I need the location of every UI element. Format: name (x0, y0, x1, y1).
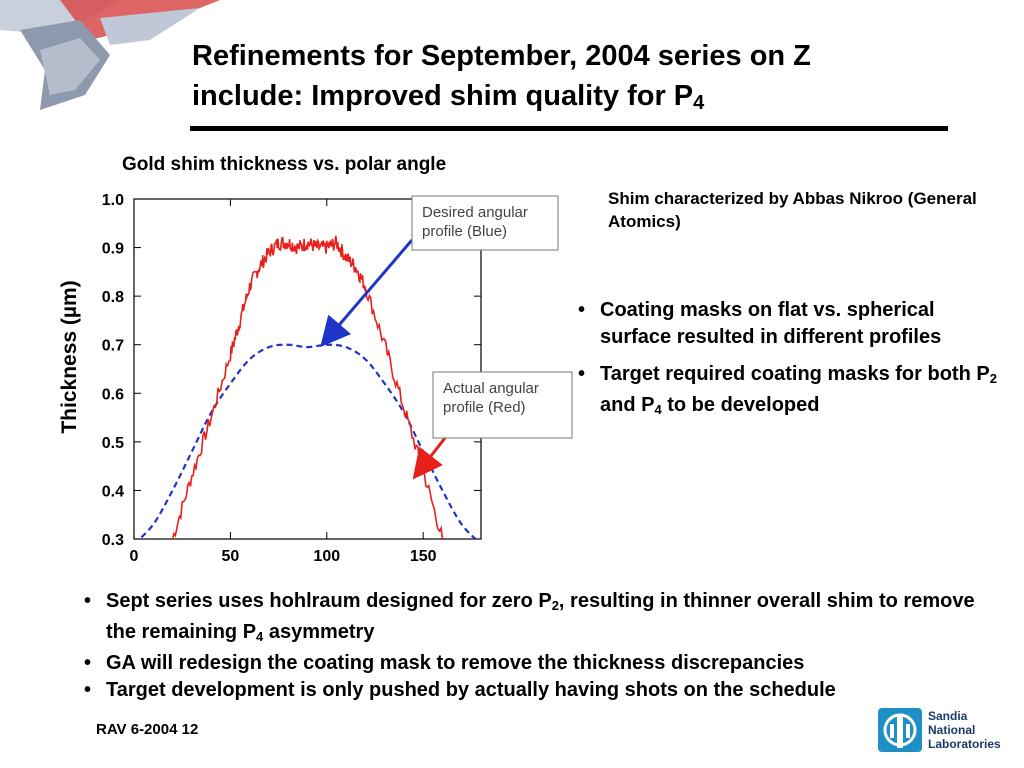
y-tick-label: 0.5 (102, 435, 124, 452)
bullet-ga-redesign: GA will redesign the coating mask to rem… (82, 650, 982, 677)
y-tick-label: 0.8 (102, 289, 124, 306)
desired-profile-callout-box (411, 195, 559, 251)
y-tick-label: 0.4 (102, 483, 124, 500)
actual-profile-line (171, 235, 444, 539)
bullet-coating-masks: Coating masks on flat vs. spherical surf… (576, 297, 1006, 351)
y-tick-label: 0.6 (102, 386, 124, 403)
chart-title: Gold shim thickness vs. polar angle (122, 154, 447, 175)
bullet-target-masks: Target required coating masks for both P… (576, 361, 1006, 423)
title-line-1: Refinements for September, 2004 series o… (192, 40, 811, 72)
title-rule (190, 126, 948, 131)
desired-profile-callout-label: Desired angular (422, 204, 528, 221)
bottom-bullet-list: Sept series uses hohlraum designed for z… (82, 588, 982, 704)
sandia-logo-icon (878, 708, 922, 752)
actual-profile-callout-label: profile (Red) (443, 399, 526, 416)
slide-title: Refinements for September, 2004 series o… (192, 36, 972, 123)
y-tick-label: 1.0 (102, 192, 124, 209)
desired-profile-callout-arrow (320, 239, 414, 348)
sandia-logo-text: Sandia National Laboratories (928, 709, 1001, 751)
plot-frame (133, 198, 482, 540)
y-tick-label: 0.9 (102, 241, 124, 258)
actual-profile-callout-label: Actual angular (443, 380, 539, 397)
x-tick-label: 0 (130, 548, 139, 565)
desired-profile-line (137, 343, 478, 539)
x-tick-label: 50 (221, 548, 239, 565)
y-tick-label: 0.3 (102, 532, 124, 549)
actual-profile-callout-arrow (412, 437, 447, 480)
desired-profile-callout-label: profile (Blue) (422, 223, 507, 240)
y-tick-label: 0.7 (102, 338, 124, 355)
footer-id: RAV 6-2004 12 (96, 721, 199, 738)
bullet-sept-series: Sept series uses hohlraum designed for z… (82, 588, 982, 650)
x-tick-label: 150 (410, 548, 437, 565)
actual-profile-callout-box (432, 371, 573, 439)
title-line-2: include: Improved shim quality for P4 (192, 80, 705, 114)
x-tick-label: 100 (313, 548, 340, 565)
characterization-note: Shim characterized by Abbas Nikroo (Gene… (608, 189, 977, 231)
star-flag-logo (0, 0, 220, 110)
right-bullet-list: Coating masks on flat vs. spherical surf… (576, 297, 1006, 433)
bullet-target-development: Target development is only pushed by act… (82, 677, 982, 704)
